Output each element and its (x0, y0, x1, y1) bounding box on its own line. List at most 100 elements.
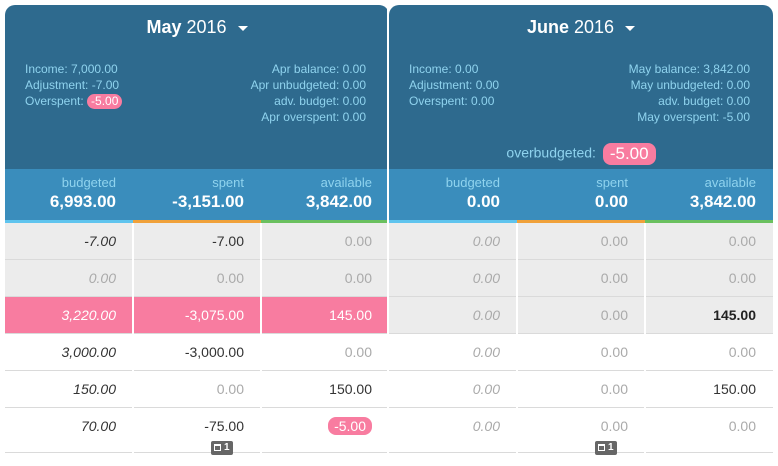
available-underline (645, 220, 773, 223)
spent-cell[interactable]: -3,000.00 (184, 344, 244, 360)
available-cell: 0.00 (344, 344, 372, 360)
overspent-line: Overspent: 0.00 (409, 94, 495, 108)
adjustment-line: Adjustment: -7.00 (25, 78, 120, 92)
budgeted-cell[interactable]: 3,220.00 (5, 297, 133, 333)
totals-bar: budgeted 0.00 spent 0.00 available 3,842… (389, 169, 773, 223)
caret-down-icon[interactable] (237, 25, 248, 31)
balance-summary: Apr balance: 0.00 Apr unbudgeted: 0.00 a… (251, 61, 366, 125)
budgeted-value: 0.00 (466, 192, 500, 211)
total-spent: spent 0.00 (517, 169, 645, 223)
month-selector[interactable]: May 2016 (5, 17, 389, 38)
total-budgeted: budgeted 0.00 (389, 169, 517, 223)
overbudgeted-label: overbudgeted: (506, 144, 596, 161)
spent-value: -3,151.00 (172, 192, 244, 211)
budgeted-value: 6,993.00 (49, 192, 116, 211)
month-divider (387, 0, 389, 466)
month-name: June (526, 17, 569, 37)
calendar-icon (598, 444, 605, 451)
spent-value: -75.00 (204, 418, 244, 434)
spent-cell[interactable]: 0.00 1 (517, 408, 645, 455)
budgeted-label: budgeted (445, 175, 500, 190)
available-cell: 0.00 (344, 233, 372, 249)
month-header: May 2016 Income: 7,000.00 Adjustment: -7… (5, 5, 389, 169)
budgeted-cell[interactable]: -7.00 (84, 233, 116, 249)
note-badge[interactable]: 1 (595, 441, 617, 455)
budgeted-cell[interactable]: 0.00 (472, 233, 500, 249)
income-line: Income: 7,000.00 (25, 62, 118, 76)
budgeted-cell[interactable]: 0.00 (472, 344, 500, 360)
spent-cell[interactable]: 0.00 (216, 270, 244, 286)
spent-value: 0.00 (594, 192, 628, 211)
column-divider (132, 223, 134, 466)
spent-underline (133, 220, 261, 223)
month-year: 2016 (573, 17, 615, 37)
budgeted-cell[interactable]: 0.00 (472, 381, 500, 397)
spent-cell[interactable]: -7.00 (212, 233, 244, 249)
budget-rows: 0.00 0.00 0.00 0.00 0.00 0.00 0.00 0.00 … (389, 223, 773, 455)
budgeted-cell[interactable]: 70.00 (80, 418, 116, 434)
available-label: available (704, 175, 756, 190)
spent-value: 0.00 (600, 418, 628, 434)
table-row: 150.00 0.00 150.00 (5, 371, 389, 408)
adv-budget-line: adv. budget: 0.00 (658, 94, 750, 108)
month-header: June 2016 Income: 0.00 Adjustment: 0.00 … (389, 5, 773, 169)
spent-cell[interactable]: 0.00 (600, 344, 628, 360)
table-row: 70.00 -75.00 1 -5.00 (5, 408, 389, 455)
spent-cell[interactable]: -3,075.00 (133, 297, 261, 333)
spent-cell[interactable]: -75.00 1 (133, 408, 261, 455)
available-cell: 145.00 (713, 307, 756, 323)
budget-rows: -7.00 -7.00 0.00 0.00 0.00 0.00 3,220.00… (5, 223, 389, 455)
balance-summary: May balance: 3,842.00 May unbudgeted: 0.… (629, 61, 750, 125)
available-cell: 0.00 (728, 418, 756, 434)
budgeted-cell[interactable]: 150.00 (73, 381, 116, 397)
note-badge[interactable]: 1 (211, 441, 233, 455)
table-row: 0.00 0.00 0.00 (389, 260, 773, 297)
available-cell: 0.00 (728, 270, 756, 286)
table-row: 0.00 0.00 0.00 (5, 260, 389, 297)
total-spent: spent -3,151.00 (133, 169, 261, 223)
income-summary: Income: 7,000.00 Adjustment: -7.00 Overs… (25, 61, 123, 109)
total-budgeted: budgeted 6,993.00 (5, 169, 133, 223)
budgeted-cell[interactable]: 0.00 (472, 270, 500, 286)
table-row: 3,220.00 -3,075.00 145.00 (5, 297, 389, 334)
column-divider (644, 223, 646, 466)
overbudgeted-indicator: overbudgeted: -5.00 (389, 143, 773, 165)
spent-cell[interactable]: 0.00 (600, 307, 628, 323)
budgeted-cell[interactable]: 3,000.00 (61, 344, 117, 360)
month-name: May (146, 17, 182, 37)
month-selector[interactable]: June 2016 (389, 17, 773, 38)
spent-cell[interactable]: 0.00 (600, 270, 628, 286)
budgeted-cell[interactable]: 0.00 (472, 418, 500, 434)
totals-bar: budgeted 6,993.00 spent -3,151.00 availa… (5, 169, 389, 223)
table-row: 0.00 0.00 150.00 (389, 371, 773, 408)
available-underline (261, 220, 389, 223)
available-cell: 0.00 (344, 270, 372, 286)
calendar-icon (214, 444, 221, 451)
total-available: available 3,842.00 (261, 169, 389, 223)
available-cell: 150.00 (713, 381, 756, 397)
month-column-may: May 2016 Income: 7,000.00 Adjustment: -7… (5, 0, 389, 466)
income-summary: Income: 0.00 Adjustment: 0.00 Overspent:… (409, 61, 499, 109)
budgeted-underline (5, 220, 133, 223)
adv-budget-line: adv. budget: 0.00 (274, 94, 366, 108)
prev-overspent-line: Apr overspent: 0.00 (261, 110, 366, 124)
spent-cell[interactable]: 0.00 (216, 381, 244, 397)
column-divider (516, 223, 518, 466)
caret-down-icon[interactable] (625, 25, 636, 31)
overspent-label: Overspent: (25, 94, 88, 108)
available-cell: 0.00 (728, 233, 756, 249)
available-value: 3,842.00 (305, 192, 372, 211)
prev-unbudgeted-line: Apr unbudgeted: 0.00 (250, 78, 366, 92)
budgeted-cell[interactable]: 0.00 (472, 307, 500, 323)
spent-cell[interactable]: 0.00 (600, 233, 628, 249)
spent-cell[interactable]: 0.00 (600, 381, 628, 397)
total-available: available 3,842.00 (645, 169, 773, 223)
budgeted-label: budgeted (61, 175, 116, 190)
table-row: 0.00 0.00 0.00 (389, 223, 773, 260)
overspent-pill[interactable]: -5.00 (328, 417, 372, 435)
budgeted-cell[interactable]: 0.00 (88, 270, 116, 286)
available-label: available (320, 175, 372, 190)
available-cell: -5.00 (261, 408, 389, 452)
adjustment-line: Adjustment: 0.00 (409, 78, 500, 92)
note-count: 1 (224, 442, 230, 453)
